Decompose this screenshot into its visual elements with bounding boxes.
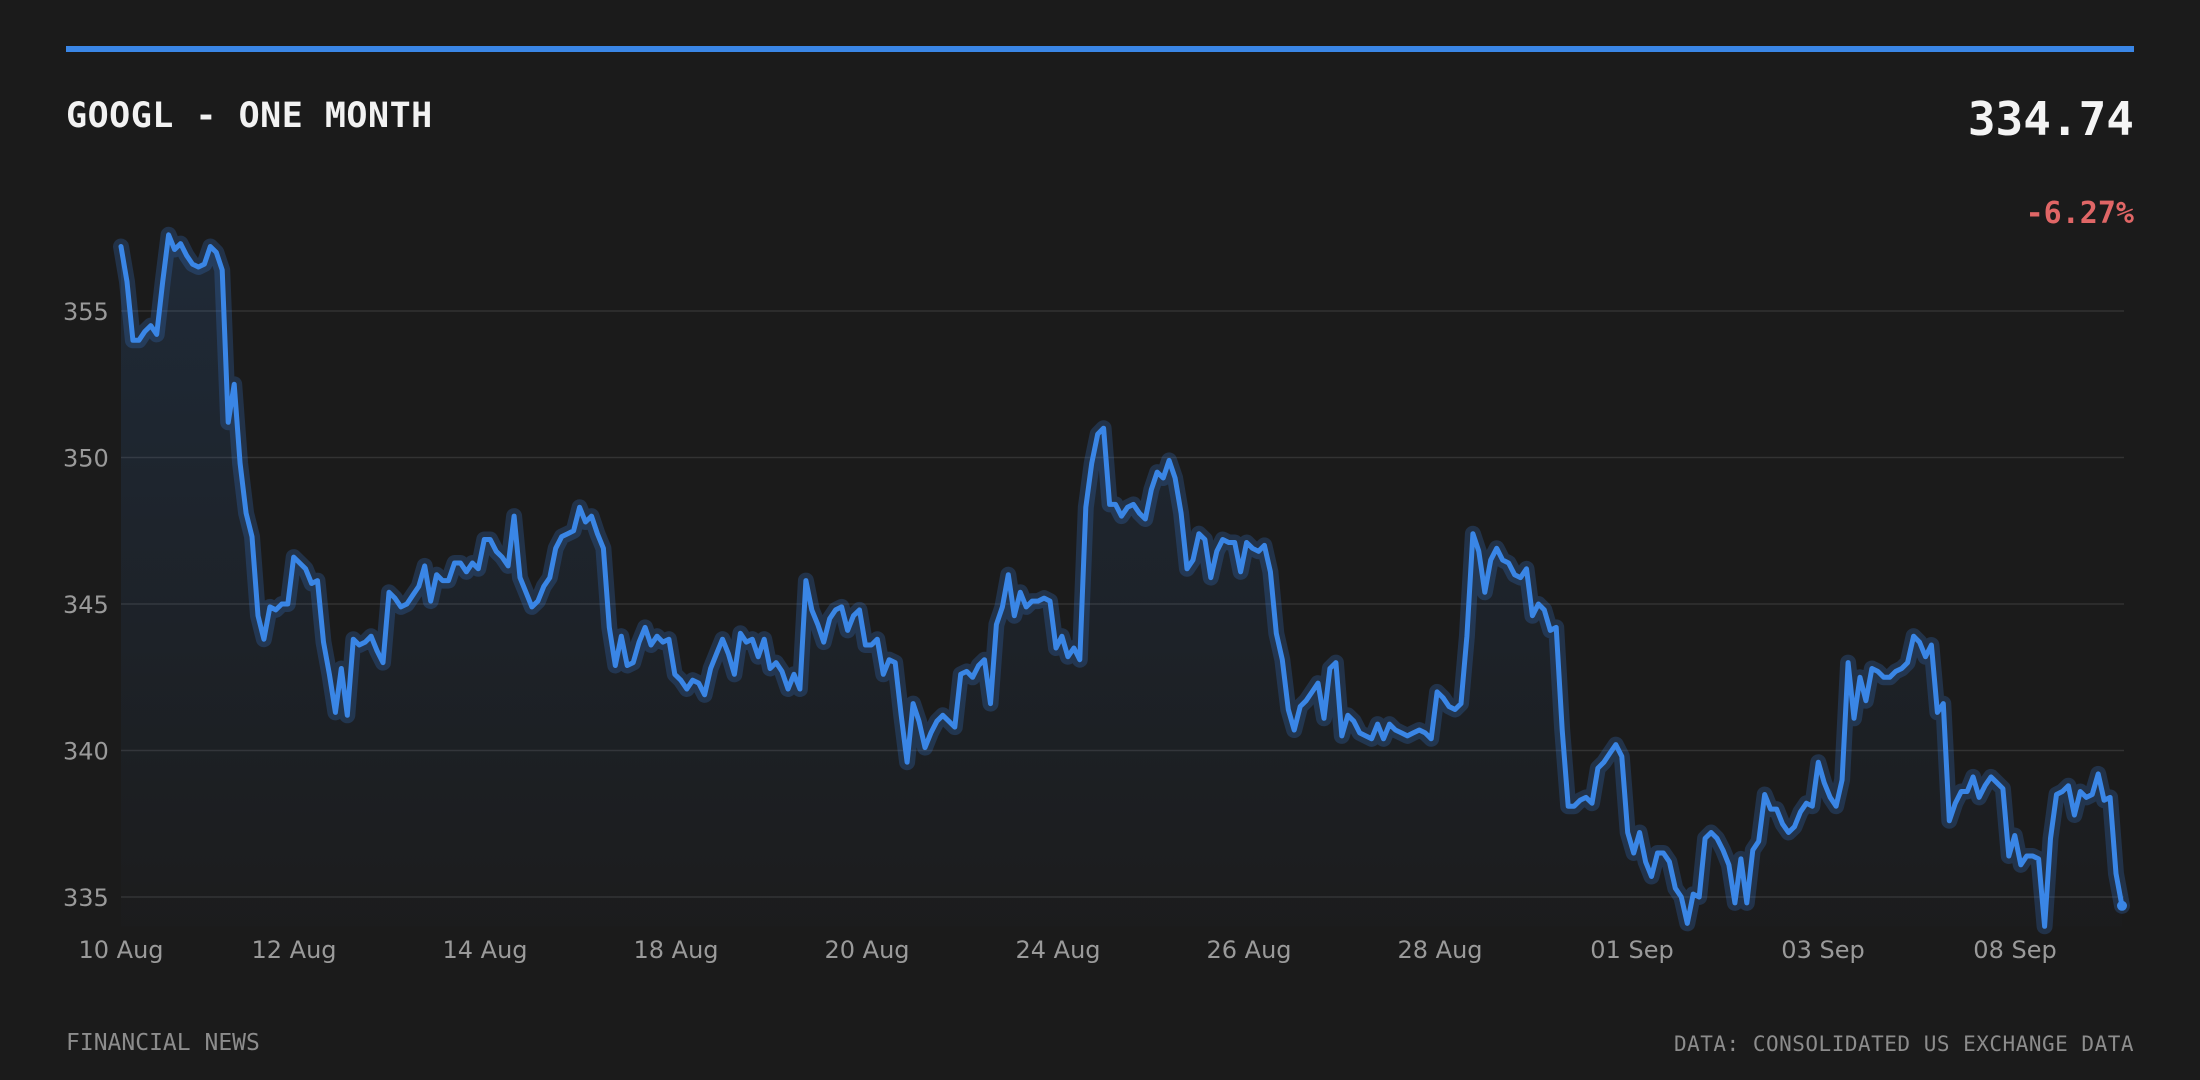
price-chart: 335 340 345 350 355 10 Aug 12 Aug 14 Aug 18 Aug…: [63, 226, 2130, 964]
data-source-label: DATA: CONSOLIDATED US EXCHANGE DATA: [1673, 1032, 2134, 1056]
accent-rule: [66, 46, 2134, 52]
x-tick-label: 24 Aug: [1015, 936, 1100, 964]
x-tick-label: 18 Aug: [633, 936, 718, 964]
x-tick-label: 08 Sep: [1973, 936, 2056, 964]
last-price-marker: [2117, 900, 2127, 911]
x-tick-label: 14 Aug: [442, 936, 527, 964]
chart-title: GOOGL - ONE MONTH: [66, 96, 433, 136]
x-tick-label: 03 Sep: [1781, 936, 1864, 964]
price-area-fill: [121, 234, 2122, 927]
publisher-label: FINANCIAL NEWS: [66, 1030, 260, 1056]
current-price: 334.74: [1967, 92, 2134, 146]
x-tick-label: 28 Aug: [1397, 936, 1482, 964]
y-tick-label: 345: [63, 591, 109, 619]
y-axis: 335 340 345 350 355: [63, 298, 109, 912]
x-tick-label: 20 Aug: [824, 936, 909, 964]
y-tick-label: 340: [63, 738, 109, 766]
price-line: [118, 232, 2125, 929]
price-line-group: [113, 226, 2130, 935]
x-tick-label: 12 Aug: [251, 936, 336, 964]
x-tick-label: 10 Aug: [78, 936, 163, 964]
x-axis: 10 Aug 12 Aug 14 Aug 18 Aug 20 Aug 24 Aug 26 A…: [78, 936, 2056, 964]
y-tick-label: 355: [63, 298, 109, 326]
x-tick-label: 01 Sep: [1590, 936, 1673, 964]
y-tick-label: 335: [63, 884, 109, 912]
y-tick-label: 350: [63, 445, 109, 473]
area-fill-group: [121, 234, 2122, 927]
percent-change: -6.27%: [2025, 196, 2134, 231]
x-tick-label: 26 Aug: [1206, 936, 1291, 964]
